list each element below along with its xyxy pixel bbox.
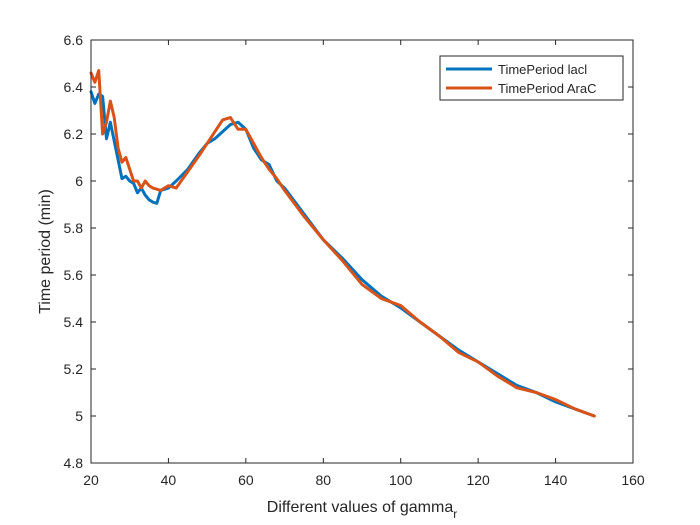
ticks-layer: 20 40 60 80 100 120 140 160 4.8 5 5.2 5.4 5.6 5.8 6 6.2… <box>64 32 645 488</box>
x-tick-label: 40 <box>161 472 177 488</box>
y-tick-label: 6.6 <box>64 32 84 48</box>
x-axis-label-text: Different values of gamma <box>267 499 454 516</box>
y-tick-label: 5.8 <box>64 220 84 236</box>
x-tick-label: 60 <box>238 472 254 488</box>
x-tick-label: 160 <box>621 472 645 488</box>
legend: TimePeriod lacl TimePeriod AraC <box>439 55 624 101</box>
x-axis-label: Different values of gammar <box>267 499 457 521</box>
legend-label-1: TimePeriod lacl <box>498 62 587 77</box>
x-tick-label: 120 <box>466 472 490 488</box>
plot-frame <box>90 39 634 464</box>
x-tick-label: 140 <box>544 472 568 488</box>
y-tick-label: 6.4 <box>64 79 84 95</box>
series-line-2 <box>89 69 596 418</box>
legend-label-2: TimePeriod AraC <box>498 81 597 96</box>
series-layer <box>89 69 596 418</box>
y-tick-label: 6.2 <box>64 126 84 142</box>
plot-area <box>91 40 633 463</box>
y-axis-label: Time period (min) <box>37 189 54 314</box>
x-tick-label: 20 <box>83 472 99 488</box>
x-axis-label-subscript: r <box>453 507 457 521</box>
y-tick-label: 6 <box>75 173 83 189</box>
legend-box <box>439 55 624 101</box>
y-tick-label: 5.2 <box>64 361 84 377</box>
x-tick-label: 80 <box>315 472 331 488</box>
y-tick-label: 5.4 <box>64 314 84 330</box>
x-tick-label: 100 <box>389 472 413 488</box>
y-tick-label: 4.8 <box>64 455 84 471</box>
y-tick-label: 5.6 <box>64 267 84 283</box>
y-tick-label: 5 <box>75 408 83 424</box>
